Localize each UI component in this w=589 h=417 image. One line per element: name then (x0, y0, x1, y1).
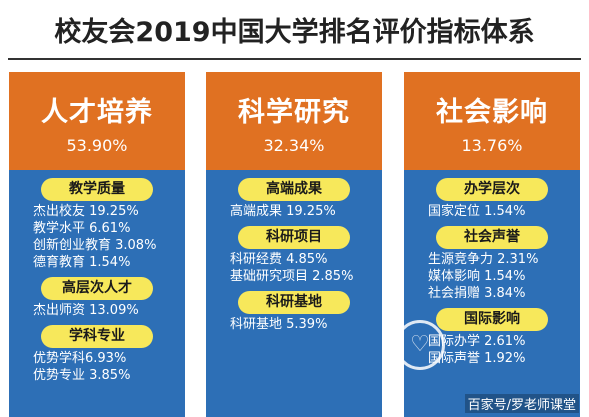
column-header: 科学研究 32.34% (206, 72, 382, 170)
indicator-item: 科研基地 5.39% (230, 317, 328, 332)
group-badge: 教学质量 (41, 178, 153, 201)
column-percent: 13.76% (461, 136, 523, 155)
indicator-item: 国家定位 1.54% (428, 204, 526, 219)
group-badge: 科研基地 (238, 291, 350, 314)
group-badge: 办学层次 (436, 178, 548, 201)
column-header: 人才培养 53.90% (9, 72, 185, 170)
indicator-item: 科研经费 4.85% (230, 252, 328, 267)
indicator-item: 社会捐赠 3.84% (428, 286, 526, 301)
indicator-item: 德育教育 1.54% (33, 255, 131, 270)
indicator-group: 社会声誉 生源竞争力 2.31% 媒体影响 1.54% 社会捐赠 3.84% (404, 226, 580, 302)
column-research: 科学研究 32.34% 高端成果 高端成果 19.25% 科研项目 科研经费 4… (206, 72, 382, 417)
indicator-item: 基础研究项目 2.85% (230, 269, 354, 284)
indicator-group: 科研基地 科研基地 5.39% (206, 291, 382, 333)
indicator-item: 国际声誉 1.92% (428, 351, 526, 366)
title-divider (8, 58, 581, 60)
group-badge: 高端成果 (238, 178, 350, 201)
indicator-group: 科研项目 科研经费 4.85% 基础研究项目 2.85% (206, 226, 382, 285)
column-body: 办学层次 国家定位 1.54% 社会声誉 生源竞争力 2.31% 媒体影响 1.… (404, 178, 580, 373)
indicator-item: 媒体影响 1.54% (428, 269, 526, 284)
column-influence: 社会影响 13.76% 办学层次 国家定位 1.54% 社会声誉 生源竞争力 2… (404, 72, 580, 417)
indicator-item: 生源竞争力 2.31% (428, 252, 539, 267)
indicator-item: 教学水平 6.61% (33, 221, 131, 236)
indicator-group: 教学质量 杰出校友 19.25% 教学水平 6.61% 创新创业教育 3.08%… (9, 178, 185, 271)
indicator-item: 高端成果 19.25% (230, 204, 336, 219)
group-badge: 学科专业 (41, 325, 153, 348)
group-badge: 科研项目 (238, 226, 350, 249)
column-body: 高端成果 高端成果 19.25% 科研项目 科研经费 4.85% 基础研究项目 … (206, 178, 382, 339)
indicator-item: 优势专业 3.85% (33, 368, 131, 383)
group-badge: 社会声誉 (436, 226, 548, 249)
indicator-group: 国际影响 国际办学 2.61% 国际声誉 1.92% (404, 308, 580, 367)
group-badge: 国际影响 (436, 308, 548, 331)
column-body: 教学质量 杰出校友 19.25% 教学水平 6.61% 创新创业教育 3.08%… (9, 178, 185, 390)
source-credit: 百家号/罗老师课堂 (464, 394, 579, 413)
indicator-group: 高端成果 高端成果 19.25% (206, 178, 382, 220)
column-percent: 53.90% (66, 136, 128, 155)
indicator-item: 杰出师资 13.09% (33, 303, 139, 318)
group-badge: 高层次人才 (41, 277, 153, 300)
column-percent: 32.34% (263, 136, 325, 155)
indicator-item: 创新创业教育 3.08% (33, 238, 157, 253)
indicator-item: 优势学科6.93% (33, 351, 127, 366)
column-name: 社会影响 (436, 97, 548, 128)
indicator-item: 杰出校友 19.25% (33, 204, 139, 219)
indicator-group: 学科专业 优势学科6.93% 优势专业 3.85% (9, 325, 185, 384)
column-talent: 人才培养 53.90% 教学质量 杰出校友 19.25% 教学水平 6.61% … (9, 72, 185, 417)
page-title: 校友会2019中国大学排名评价指标体系 (54, 17, 535, 48)
column-name: 科学研究 (238, 97, 350, 128)
indicator-group: 高层次人才 杰出师资 13.09% (9, 277, 185, 319)
indicator-item: 国际办学 2.61% (428, 334, 526, 349)
column-name: 人才培养 (41, 97, 153, 128)
indicator-group: 办学层次 国家定位 1.54% (404, 178, 580, 220)
column-header: 社会影响 13.76% (404, 72, 580, 170)
